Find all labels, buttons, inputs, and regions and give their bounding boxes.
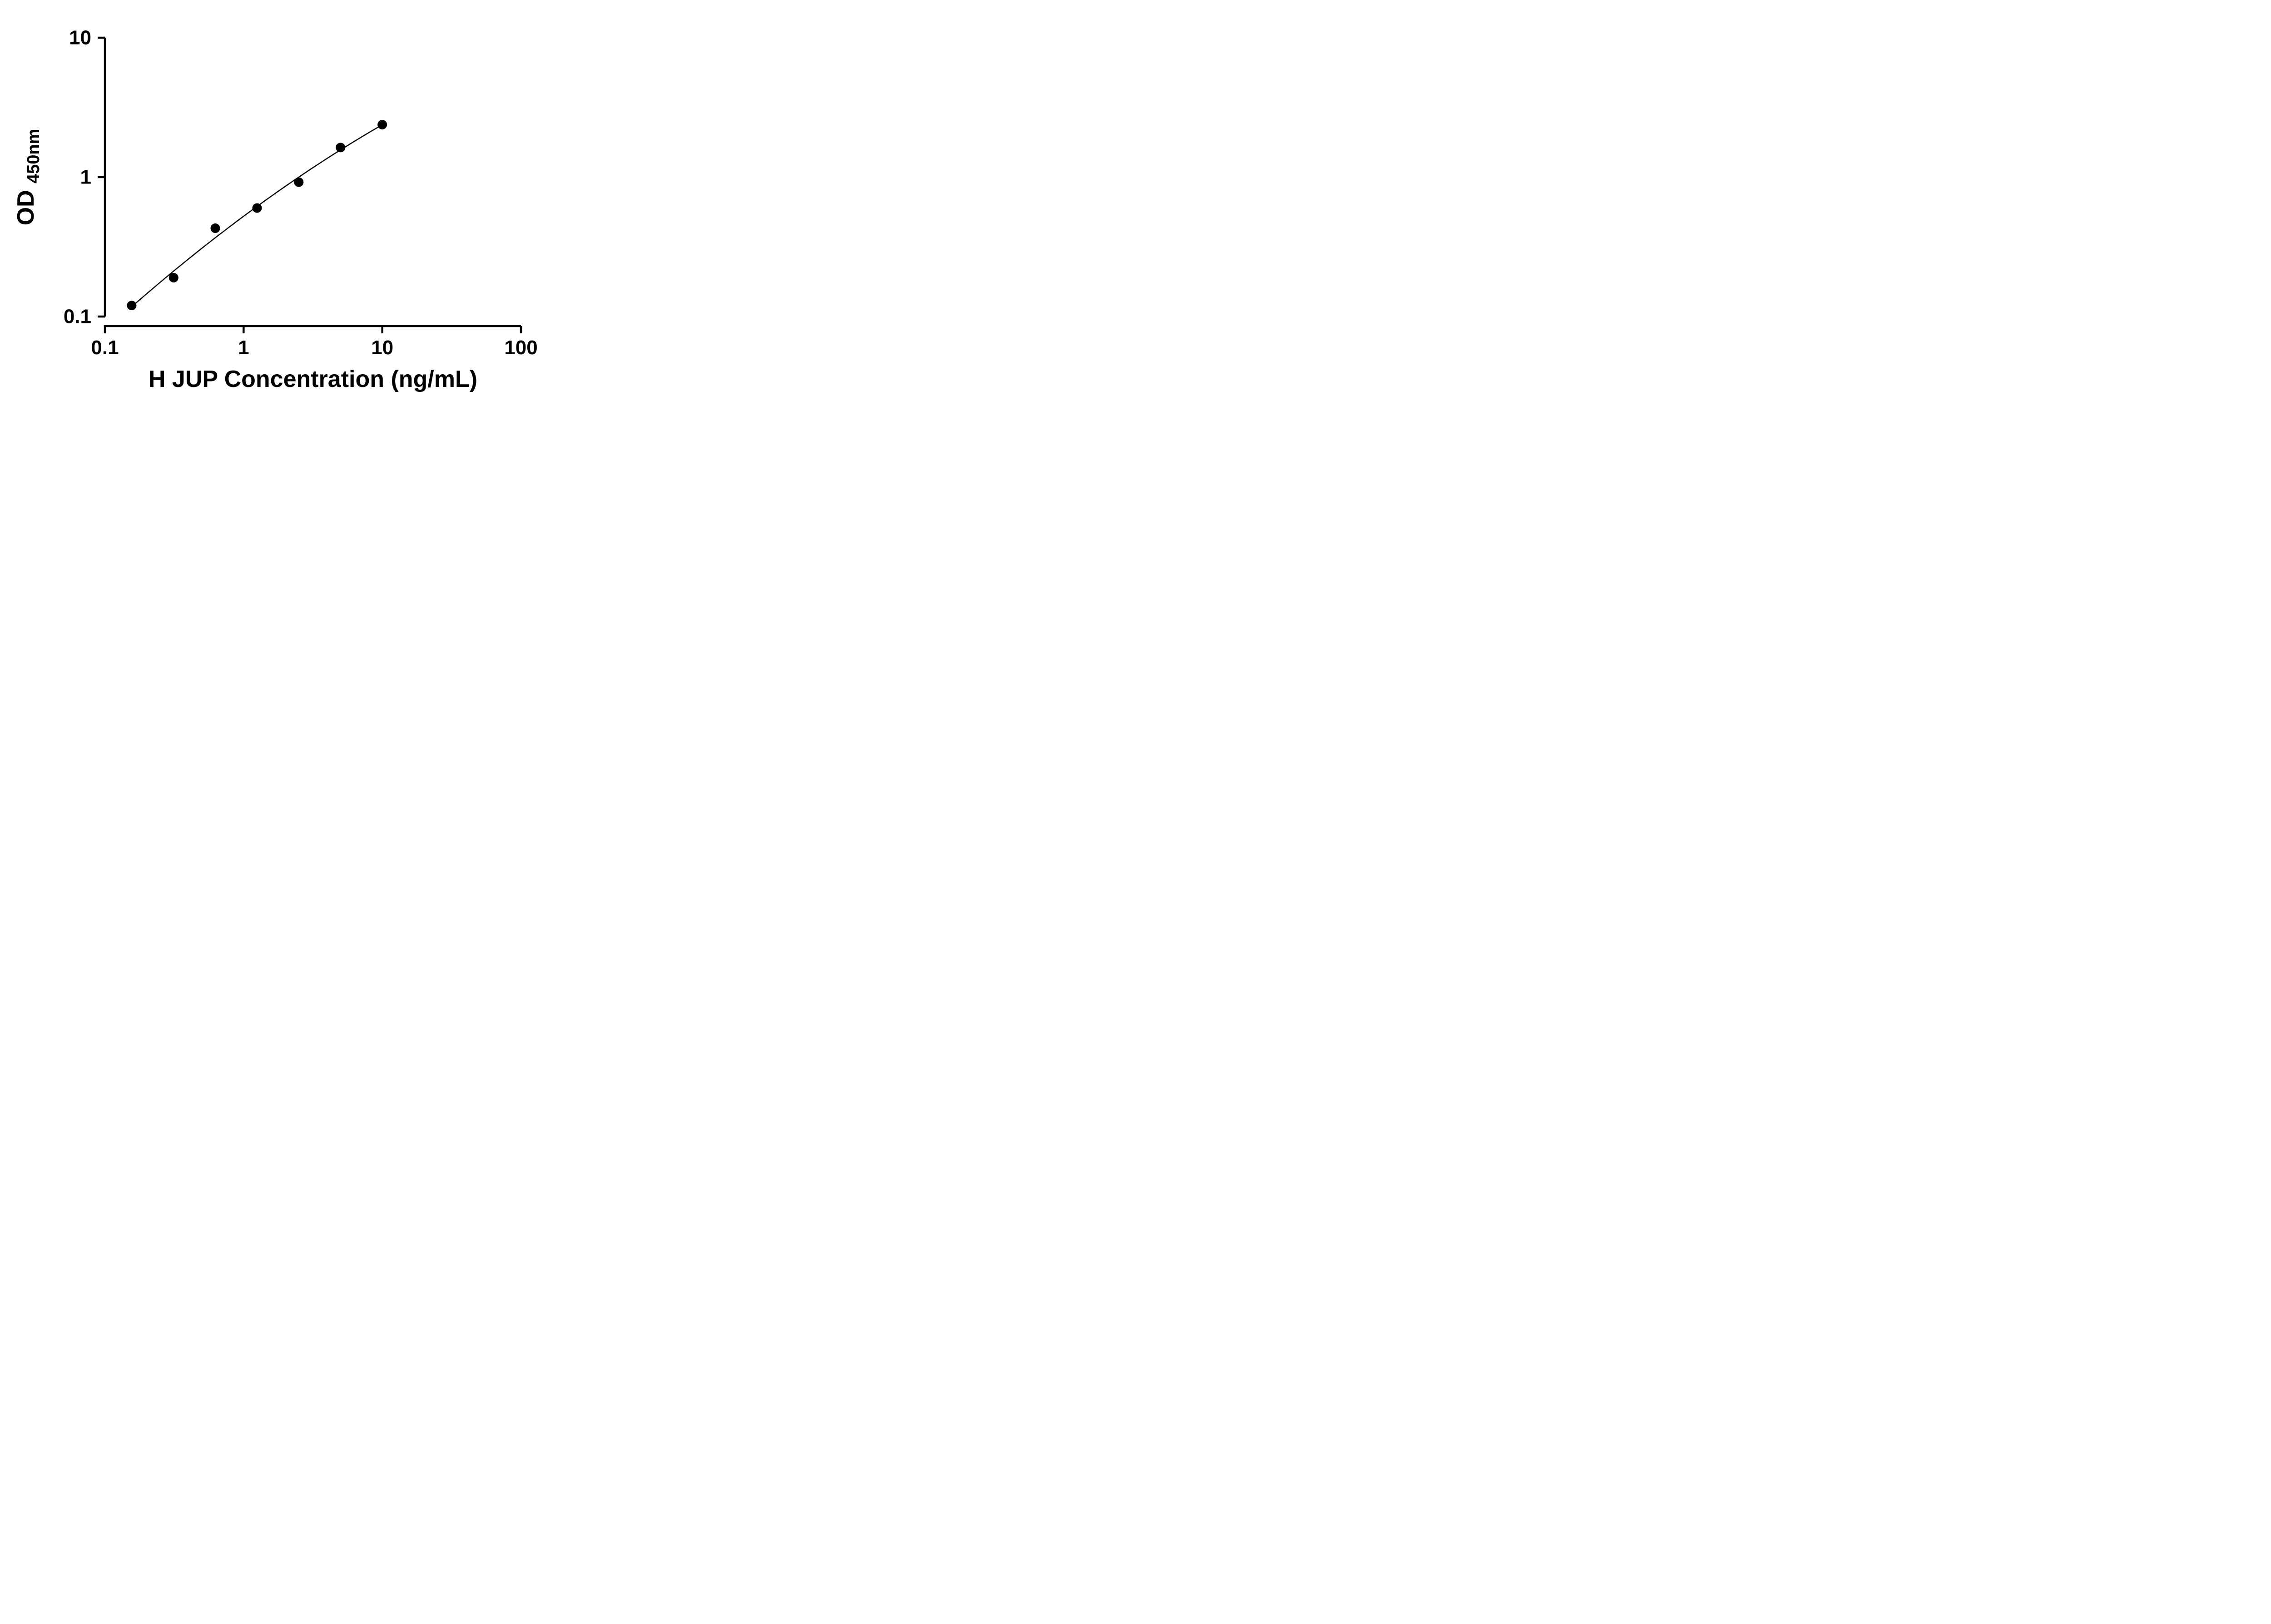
x-tick-label: 1	[238, 337, 249, 359]
axes-group: 0.1 1 10 0.1 1 10 100	[64, 27, 538, 359]
data-point	[377, 119, 387, 129]
x-tick-label: 100	[504, 337, 537, 359]
y-axis-title-main: OD	[13, 190, 39, 225]
data-point	[252, 203, 262, 213]
y-axis-title-subscript: 450nm	[24, 129, 43, 183]
page: 0.1 1 10 0.1 1 10 100 H JUP Concentration (ng/…	[0, 0, 575, 406]
y-tick-label: 10	[69, 27, 91, 49]
data-point	[210, 223, 220, 233]
x-tick-label: 10	[371, 337, 393, 359]
elisa-standard-curve-chart: 0.1 1 10 0.1 1 10 100 H JUP Concentration (ng/…	[0, 0, 575, 406]
y-axis-title: OD 450nm	[13, 129, 43, 226]
y-tick-label: 0.1	[64, 306, 91, 328]
x-tick-label: 0.1	[91, 337, 119, 359]
y-tick-label: 1	[80, 166, 91, 188]
points-group	[127, 119, 387, 311]
data-point	[294, 177, 304, 187]
data-point	[336, 143, 346, 153]
data-point	[169, 272, 179, 282]
x-axis-title: H JUP Concentration (ng/mL)	[149, 366, 477, 392]
chart-svg: 0.1 1 10 0.1 1 10 100 H JUP Concentration (ng/…	[13, 27, 538, 393]
data-point	[127, 301, 137, 311]
